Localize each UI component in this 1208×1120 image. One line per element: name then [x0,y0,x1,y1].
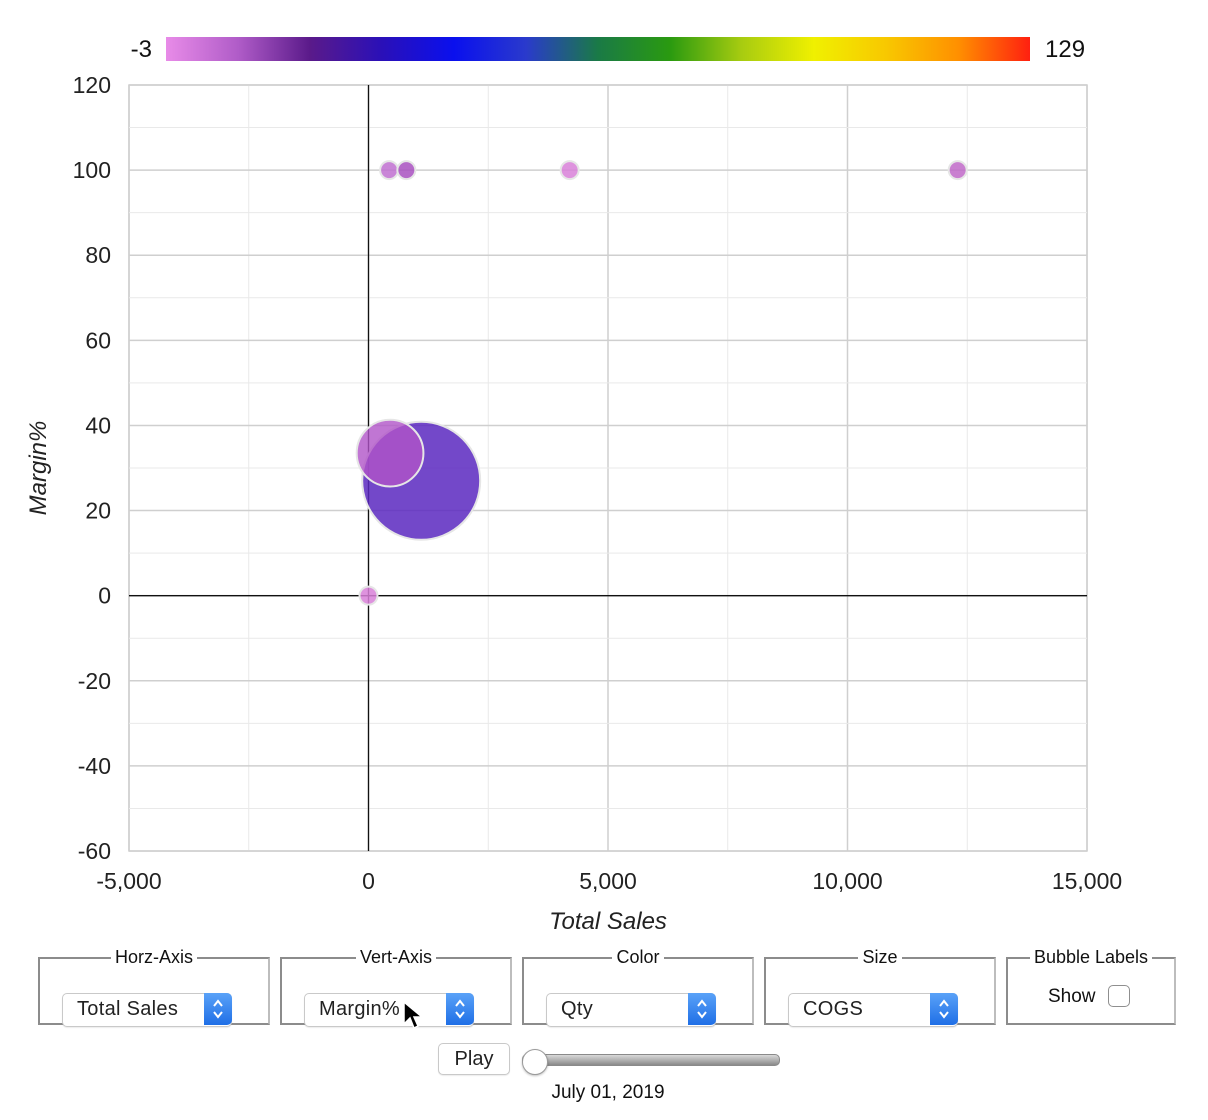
x-axis-title: Total Sales [549,908,667,935]
vert-axis-value: Margin% [319,998,401,1020]
y-tick-label: 60 [85,327,111,353]
bubble[interactable] [355,418,425,488]
current-date-label: July 01, 2019 [551,1082,665,1103]
y-tick-label: 100 [73,157,111,183]
y-tick-label: -40 [78,753,111,779]
size-group: Size COGS [764,947,996,1027]
y-tick-label: 0 [98,583,111,609]
color-scale-bar: -3 129 [131,36,1085,63]
select-arrows-icon[interactable] [688,993,716,1025]
bubble-labels-group: Bubble Labels [1006,947,1176,1025]
horz-axis-group: Horz-Axis Total Sales [38,947,270,1027]
x-axis-ticks: -5,000 0 5,000 10,000 15,000 [96,868,1122,894]
show-labels-label: Show [1048,986,1096,1007]
mouse-pointer-icon [403,1000,425,1030]
select-arrows-icon[interactable] [446,993,474,1025]
y-axis-ticks: -60 -40 -20 0 20 40 60 80 100 120 [73,72,111,864]
show-labels-checkbox[interactable] [1108,985,1130,1007]
bubble[interactable] [559,160,580,181]
bubble[interactable] [358,585,379,606]
y-tick-label: -20 [78,668,111,694]
y-tick-label: 120 [73,72,111,98]
bubble[interactable] [396,160,417,181]
vert-axis-legend: Vert-Axis [359,947,433,967]
size-select[interactable]: COGS [788,993,958,1027]
time-slider-thumb[interactable] [522,1049,548,1075]
x-tick-label: 5,000 [579,868,637,894]
select-arrows-icon[interactable] [930,993,958,1025]
bubble-labels-legend: Bubble Labels [1033,947,1149,967]
bubble-chart: -3 129 -5,000 0 5,000 10,000 15,000 -60 -40 -2… [25,36,1122,935]
horz-axis-value: Total Sales [77,998,179,1020]
color-select[interactable]: Qty [546,993,716,1027]
plot-grid [128,84,1088,852]
y-tick-label: 80 [85,242,111,268]
y-tick-label: 40 [85,412,111,438]
horz-axis-legend: Horz-Axis [114,947,193,967]
x-tick-label: 0 [362,868,375,894]
color-group: Color Qty [522,947,754,1027]
vert-axis-group: Vert-Axis Margin% [280,947,512,1027]
y-tick-label: -60 [78,838,111,864]
y-axis-title: Margin% [25,421,52,516]
color-legend: Color [616,947,660,967]
time-slider[interactable] [522,1054,780,1066]
play-button[interactable]: Play [438,1043,510,1075]
x-tick-label: -5,000 [96,868,161,894]
color-scale-max-label: 129 [1045,36,1085,63]
size-legend: Size [862,947,898,967]
x-tick-label: 15,000 [1052,868,1122,894]
bubbles [355,160,968,606]
color-value: Qty [561,998,594,1020]
size-value: COGS [803,998,864,1020]
bubble[interactable] [947,160,968,181]
horz-axis-select[interactable]: Total Sales [62,993,232,1027]
vert-axis-select[interactable]: Margin% [304,993,474,1027]
bubble[interactable] [379,160,400,181]
y-tick-label: 20 [85,498,111,524]
x-tick-label: 10,000 [812,868,882,894]
select-arrows-icon[interactable] [204,993,232,1025]
color-scale-min-label: -3 [131,36,152,63]
